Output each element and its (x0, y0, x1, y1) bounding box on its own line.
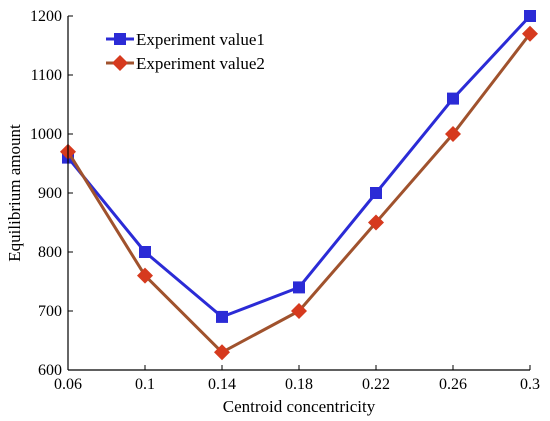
x-tick-label: 0.06 (54, 376, 82, 393)
data-point (370, 187, 382, 199)
y-tick-label: 600 (38, 362, 62, 379)
data-point (214, 344, 230, 361)
data-point (216, 310, 228, 323)
series-1 (62, 10, 536, 323)
data-point (137, 267, 153, 284)
y-tick-label: 700 (38, 303, 62, 320)
legend-label: Experiment value1 (136, 30, 265, 49)
data-point (293, 281, 305, 294)
x-tick-label: 0.14 (208, 376, 236, 393)
data-point (368, 214, 384, 231)
y-tick-label: 1100 (31, 67, 62, 84)
legend-entry: Experiment value1 (106, 30, 265, 49)
legend-swatch-marker (112, 55, 128, 71)
data-point (522, 25, 538, 42)
data-point (524, 10, 536, 22)
x-tick-label: 0.1 (135, 376, 155, 393)
x-axis-title: Centroid concentricity (223, 397, 376, 416)
y-tick-label: 900 (38, 185, 62, 202)
axes: 600 700 800 900 1000 1100 1200 0.06 0.1 0.14 0.18 0… (30, 8, 540, 393)
x-tick-label: 0.22 (362, 376, 390, 393)
legend: Experiment value1 Experiment value2 (106, 30, 265, 73)
y-tick-label: 1000 (30, 126, 62, 143)
y-axis-title: Equilibrium amount (5, 124, 24, 262)
legend-label: Experiment value2 (136, 54, 265, 73)
data-point (447, 92, 459, 105)
legend-swatch-marker (114, 33, 126, 45)
data-point (139, 246, 151, 258)
series-2 (60, 25, 538, 361)
legend-entry: Experiment value2 (106, 54, 265, 73)
x-tick-label: 0.3 (520, 376, 540, 393)
y-tick-label: 1200 (30, 8, 62, 25)
data-point (445, 126, 461, 142)
x-tick-label: 0.26 (439, 376, 467, 393)
x-tick-label: 0.18 (285, 376, 313, 393)
y-tick-label: 800 (38, 244, 62, 261)
data-point (291, 303, 307, 319)
